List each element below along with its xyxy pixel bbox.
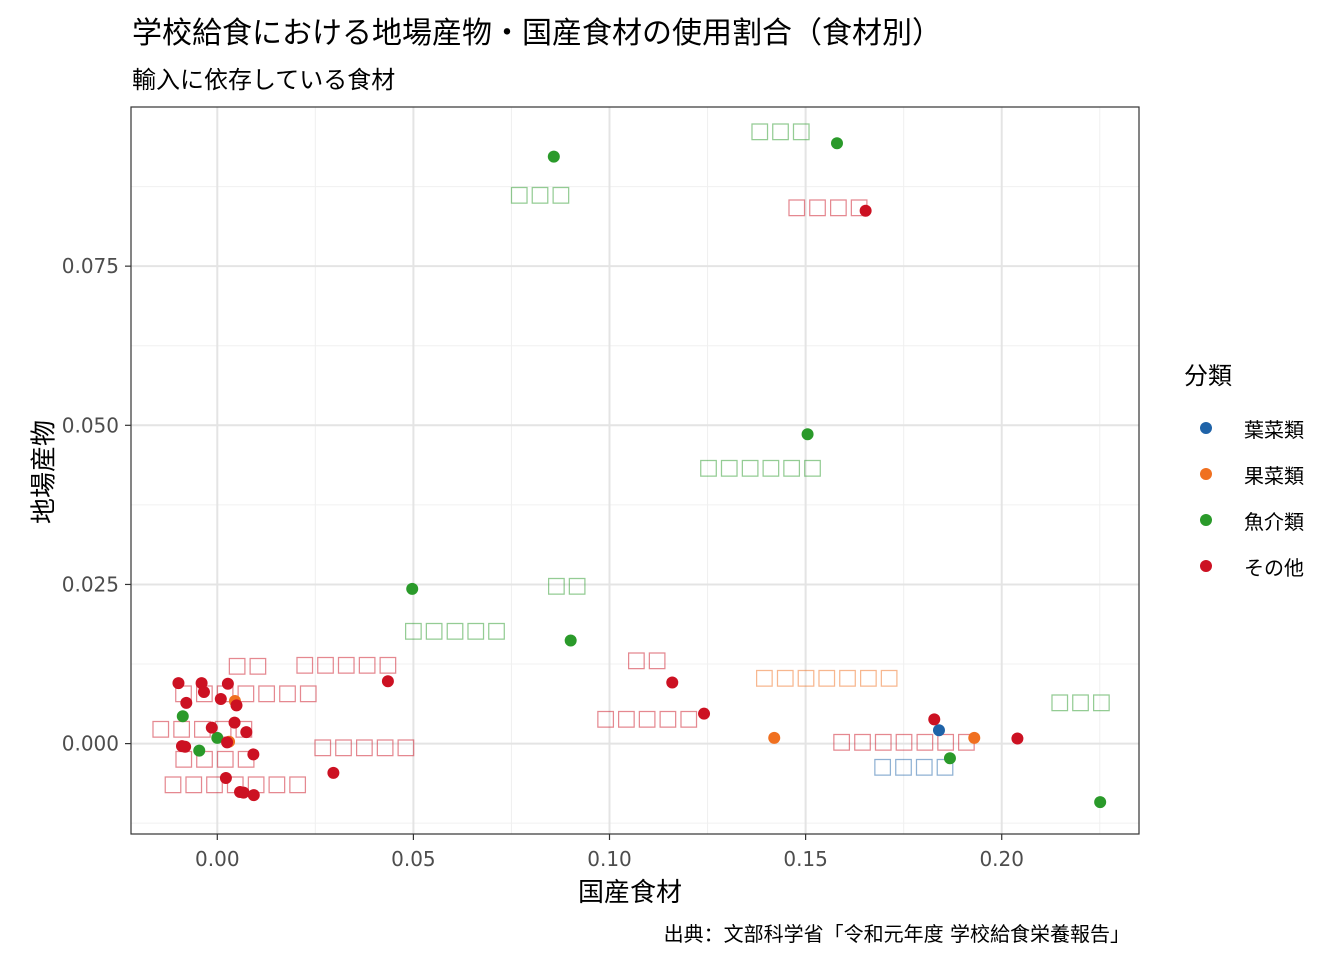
point-label: □□□□□ (294, 652, 398, 677)
x-axis: 0.00 0.05 0.10 0.15 0.20 (195, 834, 1024, 871)
point-label: □□□□□□ (698, 455, 823, 480)
x-tick-label: 0.05 (391, 847, 436, 871)
y-tick-label: 0.050 (62, 413, 119, 437)
y-axis-label: 地場産物 (29, 419, 60, 525)
legend-key-other (1200, 560, 1212, 572)
data-point (801, 428, 814, 441)
legend-title: 分類 (1184, 362, 1232, 390)
legend-key-leafy (1200, 422, 1212, 434)
data-point (968, 731, 981, 744)
point-labels: □□□□□□□□□□□□□□□□□□□□□□□□□□□□□□□□□□□□□□□□… (150, 118, 1111, 796)
point-label: □□ (546, 573, 588, 598)
data-point (943, 752, 956, 765)
point-label: □□□□ (786, 195, 869, 220)
data-point (197, 686, 210, 699)
legend-item-leafy: 葉菜類 (1184, 405, 1304, 451)
y-tick-label: 0.075 (62, 254, 119, 278)
chart-subtitle: 輸入に依存している食材 (132, 66, 396, 94)
data-point (214, 693, 227, 706)
data-point (247, 789, 260, 802)
x-tick-label: 0.10 (587, 847, 632, 871)
data-point (228, 716, 241, 729)
data-point (327, 766, 340, 779)
data-point (230, 699, 243, 712)
x-tick-label: 0.20 (979, 847, 1024, 871)
data-points (172, 137, 1107, 809)
chart-title: 学校給食における地場産物・国産食材の使用割合（食材別） (132, 16, 942, 51)
panel-border (130, 106, 1140, 835)
legend-key-fruit-veg (1200, 468, 1212, 480)
point-label: □□□□□□□ (754, 665, 900, 690)
legend-key-seafood (1200, 514, 1212, 526)
point-label: □□ (227, 653, 269, 678)
major-gridlines (131, 107, 1139, 834)
legend-item-other: その他 (1184, 543, 1304, 589)
y-tick-label: 0.025 (62, 572, 119, 596)
point-label: □□□ (749, 118, 811, 143)
data-point (547, 150, 560, 163)
point-label: □□□ (509, 182, 571, 207)
data-point (240, 726, 253, 739)
data-point (180, 696, 193, 709)
data-point (221, 736, 234, 749)
data-point (176, 710, 189, 723)
legend-label-seafood: 魚介類 (1244, 509, 1304, 534)
data-point (406, 582, 419, 595)
legend-item-fruit-veg: 果菜類 (1184, 451, 1304, 497)
point-label: □□□□ (872, 754, 955, 779)
data-point (830, 137, 843, 150)
data-point (205, 721, 218, 734)
point-label: □□ (626, 647, 668, 672)
point-label: □□□□□ (595, 706, 699, 731)
data-point (932, 724, 945, 737)
data-point (221, 677, 234, 690)
data-point (179, 740, 192, 753)
data-point (1011, 732, 1024, 745)
data-point (381, 675, 394, 688)
point-label: □□□□□□□ (173, 680, 319, 705)
y-tick-label: 0.000 (62, 732, 119, 756)
data-point (859, 204, 872, 217)
data-point (768, 731, 781, 744)
data-point (564, 634, 577, 647)
data-point (193, 744, 206, 757)
legend-label-fruit-veg: 果菜類 (1244, 463, 1304, 488)
point-label: □□□□□ (312, 735, 416, 760)
data-point (1094, 796, 1107, 809)
data-point (698, 707, 711, 720)
legend-label-other: その他 (1244, 555, 1304, 580)
point-label: □□□□□□□ (831, 729, 977, 754)
y-axis: 0.000 0.025 0.050 0.075 (62, 254, 131, 756)
point-label: □□□ (1049, 689, 1111, 714)
data-point (237, 786, 250, 799)
point-label: □□□□□ (403, 618, 507, 643)
legend-label-leafy: 葉菜類 (1244, 417, 1304, 442)
data-point (211, 731, 224, 744)
legend-item-seafood: 魚介類 (1184, 497, 1304, 543)
data-point (219, 771, 232, 784)
x-tick-label: 0.00 (195, 847, 240, 871)
data-point (172, 677, 185, 690)
legend: 分類 葉菜類 果菜類 魚介類 その他 (1184, 356, 1304, 589)
minor-gridlines (131, 107, 1139, 834)
data-point (666, 676, 679, 689)
x-tick-label: 0.15 (783, 847, 828, 871)
data-point (247, 748, 260, 761)
data-point (928, 713, 941, 726)
x-axis-label: 国産食材 (578, 878, 683, 908)
chart-caption: 出典：文部科学省「令和元年度 学校給食栄養報告」 (663, 922, 1130, 946)
